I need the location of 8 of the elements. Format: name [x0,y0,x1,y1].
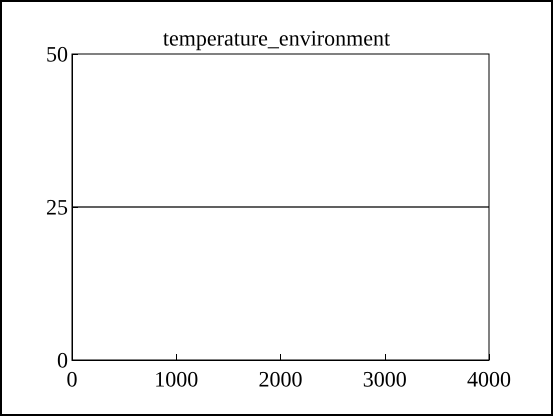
y-tick-label: 25 [46,194,68,220]
y-tick-label: 50 [46,42,68,66]
x-tick-label: 1000 [154,366,198,392]
x-tick-label: 3000 [362,366,407,392]
x-tick-label: 2000 [258,366,302,392]
chart-title: temperature_environment [162,26,390,50]
x-tick-label: 4000 [467,366,511,392]
y-tick-label: 0 [57,348,68,372]
